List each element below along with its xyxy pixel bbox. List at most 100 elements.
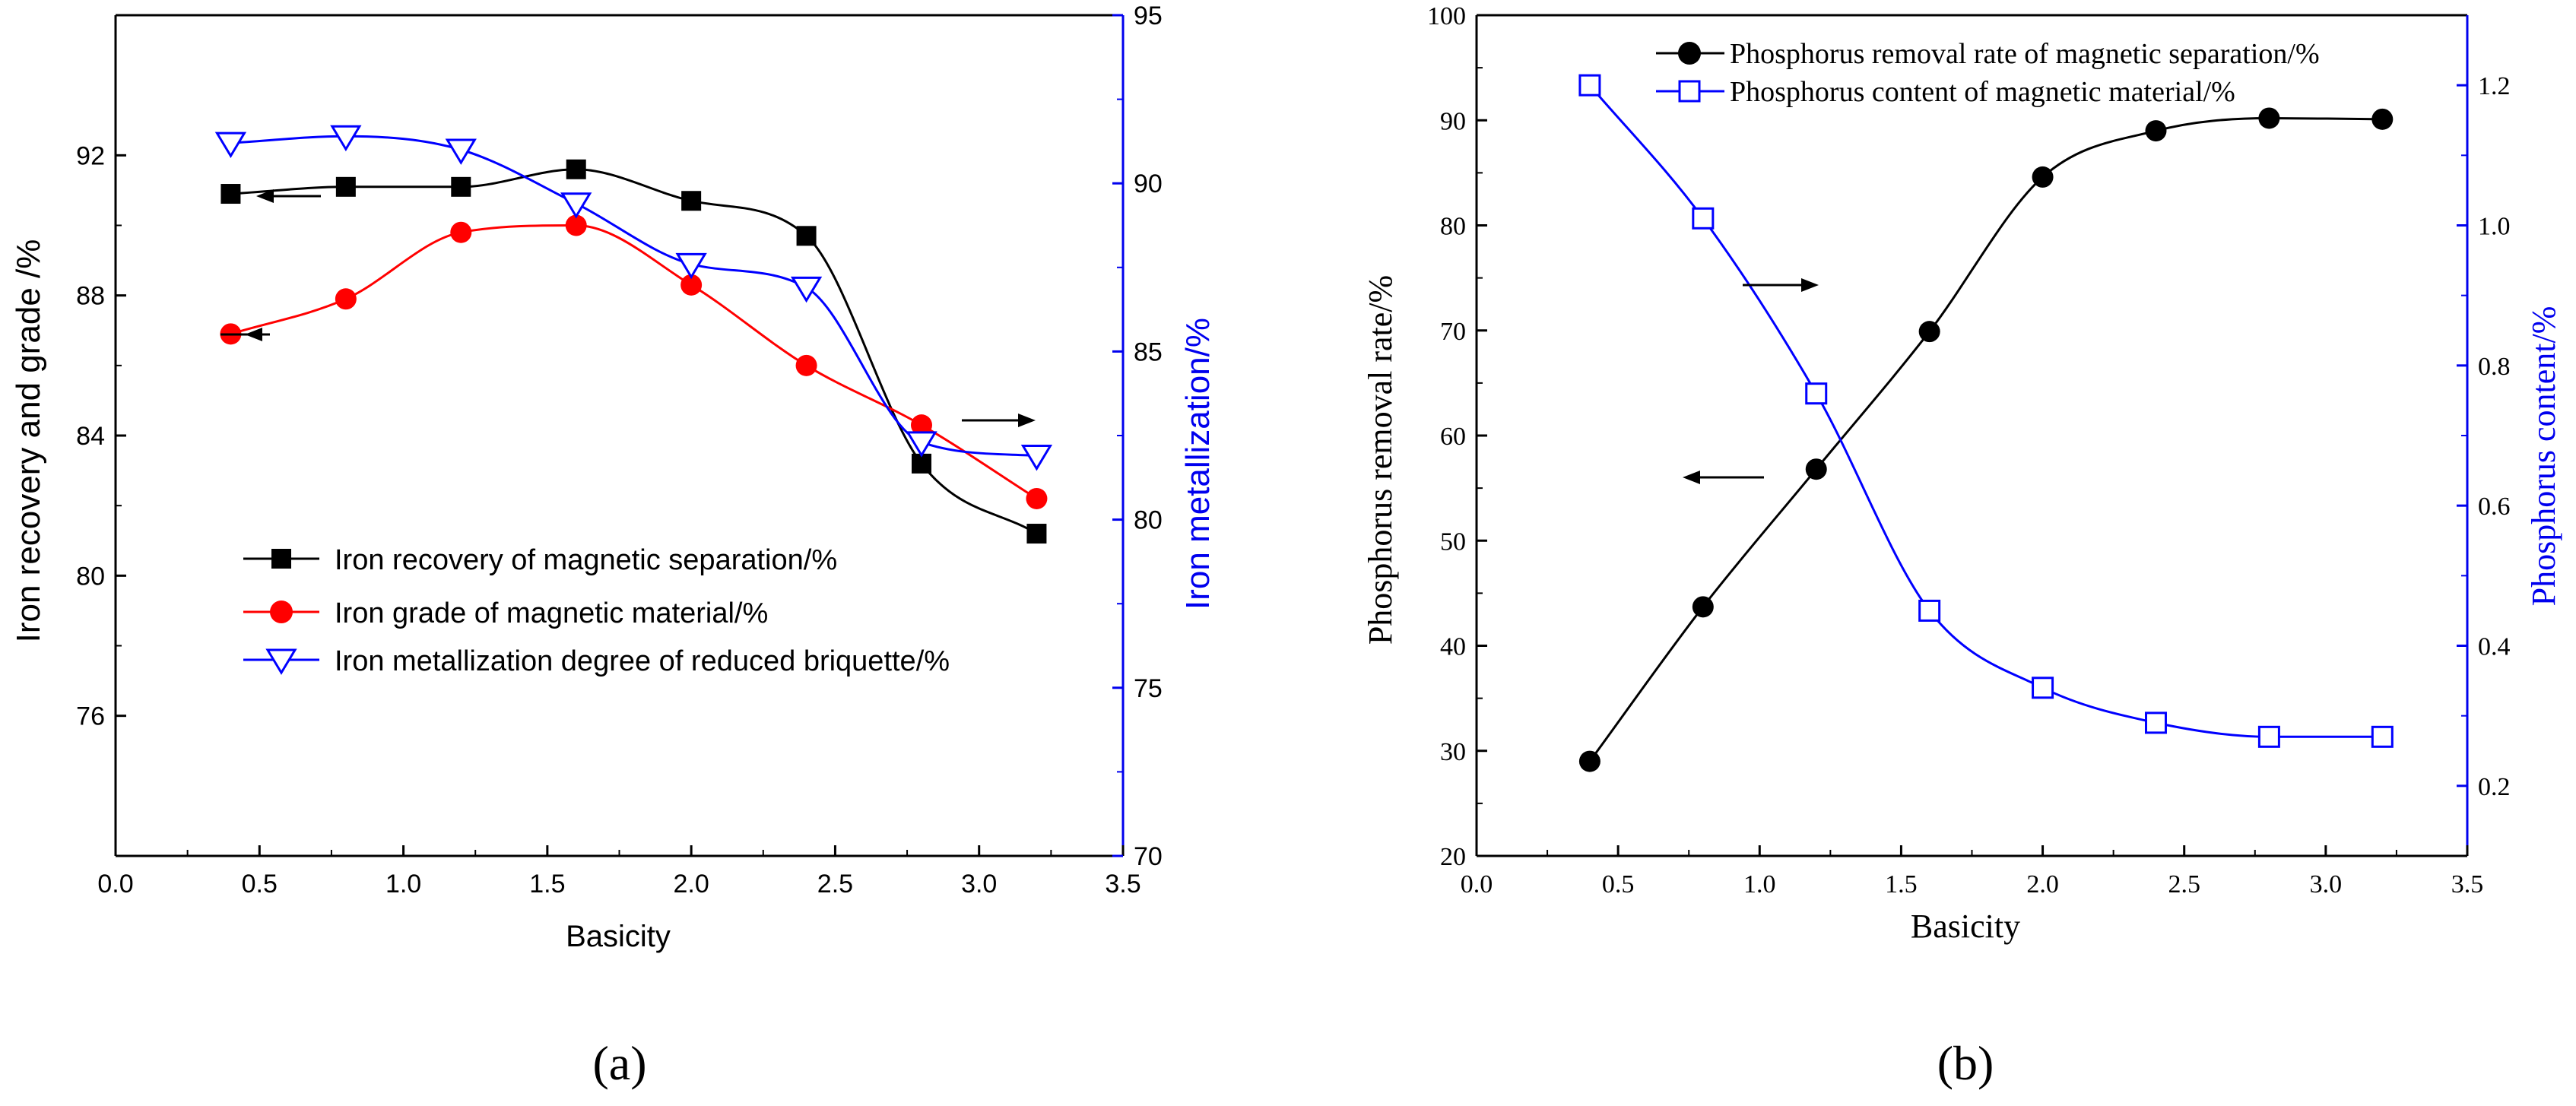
- data-point-a-0-2: [451, 176, 471, 197]
- arrow-left-grade: [220, 328, 270, 341]
- y-tick-label-left-b: 80: [1440, 213, 1466, 241]
- y-tick-label-right-a: 75: [1134, 674, 1163, 703]
- data-point-b-0-0: [1578, 750, 1600, 772]
- x-tick-label-a: 3.5: [1105, 870, 1140, 898]
- arrow-right-metallization: [962, 414, 1036, 427]
- legend-entry-b-1: Phosphorus content of magnetic material/…: [1656, 76, 2235, 108]
- panel-label-b: (b): [1937, 1036, 1994, 1090]
- y-tick-label-left-a: 80: [76, 562, 105, 591]
- series-line-a-2: [230, 135, 1037, 457]
- x-tick-label-a: 1.5: [529, 870, 565, 898]
- curves-layer-a: [230, 135, 1038, 535]
- data-point-a-1-5: [795, 354, 817, 376]
- data-point-a-2-4: [675, 252, 707, 280]
- series-line-a-1: [230, 223, 1038, 500]
- data-point-a-0-7: [1026, 524, 1047, 544]
- data-point-a-2-7: [1020, 445, 1053, 471]
- legend-label-b-0: Phosphorus removal rate of magnetic sepa…: [1730, 38, 2320, 70]
- data-point-a-2-0: [214, 132, 247, 159]
- data-point-b-1-1: [1692, 207, 1715, 230]
- x-tick-label-b: 2.0: [2026, 870, 2059, 898]
- legend-entry-b-0: Phosphorus removal rate of magnetic sepa…: [1656, 38, 2320, 70]
- data-point-a-2-2: [445, 138, 477, 165]
- data-point-b-1-4: [2032, 677, 2054, 699]
- data-point-b-0-3: [1918, 321, 1940, 343]
- data-point-a-0-0: [220, 184, 241, 204]
- arrow-right-content: [1743, 278, 1819, 292]
- x-tick-label-b: 3.5: [2451, 870, 2484, 898]
- data-point-a-2-6: [906, 431, 937, 458]
- x-tick-label-b: 0.5: [1602, 870, 1635, 898]
- data-point-a-1-2: [450, 221, 472, 243]
- chart-panel-a: 0.0 0.5 1.0 1.5 2.0 2.5 3.0 3.5 76 80 84 88 92 70 75 80…: [10, 2, 1217, 1090]
- x-tick-label-b: 1.5: [1885, 870, 1918, 898]
- legend-a: Iron recovery of magnetic separation/% I…: [243, 544, 950, 677]
- data-point-b-1-7: [2371, 725, 2394, 748]
- data-point-a-2-5: [790, 276, 823, 303]
- x-tick-label-a: 0.5: [242, 870, 278, 898]
- legend-marker-triangle-down: [265, 648, 297, 675]
- legend-label-a-1: Iron grade of magnetic material/%: [335, 597, 768, 629]
- arrow-left-removal: [1683, 471, 1764, 484]
- data-point-b-0-1: [1692, 596, 1714, 618]
- y-tick-label-right-a: 85: [1134, 338, 1163, 366]
- x-tick-label-b: 3.0: [2310, 870, 2343, 898]
- y-tick-label-left-b: 30: [1440, 738, 1466, 766]
- series-line-b-1: [1588, 84, 2383, 738]
- y-axis-label-right-b: Phosphorus content/%: [2525, 306, 2562, 607]
- y-axis-label-left-a: Iron recovery and grade /%: [10, 239, 47, 643]
- data-point-a-0-5: [796, 226, 817, 246]
- data-point-a-1-7: [1026, 487, 1048, 509]
- legend-b: Phosphorus removal rate of magnetic sepa…: [1656, 38, 2320, 108]
- data-point-a-1-1: [335, 288, 357, 310]
- curves-layer-b: [1588, 84, 2383, 762]
- data-point-a-2-3: [560, 192, 592, 219]
- y-tick-label-right-b: 0.8: [2478, 353, 2511, 381]
- markers-layer-b: [1578, 74, 2394, 772]
- y-tick-label-left-b: 20: [1440, 843, 1466, 871]
- data-point-b-0-2: [1805, 458, 1827, 480]
- y-tick-label-left-b: 100: [1427, 2, 1466, 30]
- data-point-b-0-4: [2032, 166, 2054, 188]
- legend-entry-a-2: Iron metallization degree of reduced bri…: [243, 645, 950, 677]
- x-tick-label-b: 1.0: [1743, 870, 1776, 898]
- markers-layer-a: [214, 125, 1053, 544]
- x-axis-label-a: Basicity: [566, 920, 671, 953]
- data-point-b-1-5: [2144, 711, 2167, 734]
- data-point-b-1-6: [2257, 725, 2280, 748]
- y-tick-label-right-a: 90: [1134, 170, 1163, 198]
- x-tick-label-a: 3.0: [961, 870, 997, 898]
- data-point-a-0-1: [335, 176, 356, 197]
- y-tick-label-left-a: 92: [76, 141, 105, 170]
- data-point-a-0-4: [681, 191, 702, 211]
- y-tick-label-left-a: 76: [76, 702, 105, 731]
- y-tick-label-right-a: 80: [1134, 506, 1163, 535]
- data-point-a-1-4: [680, 274, 703, 296]
- y-tick-label-right-b: 0.4: [2478, 633, 2511, 661]
- arrow-left-recovery: [256, 189, 321, 203]
- legend-entry-a-0: Iron recovery of magnetic separation/%: [243, 544, 837, 576]
- legend-label-a-0: Iron recovery of magnetic separation/%: [335, 544, 837, 576]
- chart-panel-b: 0.0 0.5 1.0 1.5 2.0 2.5 3.0 3.5 20 30 40 50 60 70 80 90…: [1362, 2, 2562, 1090]
- x-tick-label-b: 2.5: [2168, 870, 2200, 898]
- data-point-a-2-1: [330, 125, 362, 152]
- y-tick-label-left-b: 40: [1440, 633, 1466, 661]
- y-tick-label-left-b: 70: [1440, 318, 1466, 346]
- y-tick-label-left-b: 90: [1440, 107, 1466, 135]
- y-tick-label-right-b: 0.6: [2478, 493, 2511, 521]
- data-point-b-1-0: [1578, 74, 1601, 97]
- legend-marker-circle: [270, 601, 293, 623]
- y-tick-label-right-a: 95: [1134, 2, 1163, 30]
- series-line-a-0: [230, 168, 1038, 535]
- y-tick-label-left-b: 60: [1440, 423, 1466, 451]
- y-tick-label-right-a: 70: [1134, 842, 1163, 871]
- legend-marker-circle-b: [1678, 42, 1701, 65]
- axes-layer-b: [1475, 14, 2469, 857]
- x-tick-label-a: 1.0: [385, 870, 421, 898]
- data-point-a-1-3: [565, 214, 587, 236]
- y-tick-label-right-b: 1.0: [2478, 213, 2511, 241]
- y-axis-label-left-b: Phosphorus removal rate/%: [1362, 275, 1399, 645]
- x-tick-label-a: 2.5: [817, 870, 853, 898]
- y-axis-label-right-a: Iron metallization/%: [1179, 318, 1217, 610]
